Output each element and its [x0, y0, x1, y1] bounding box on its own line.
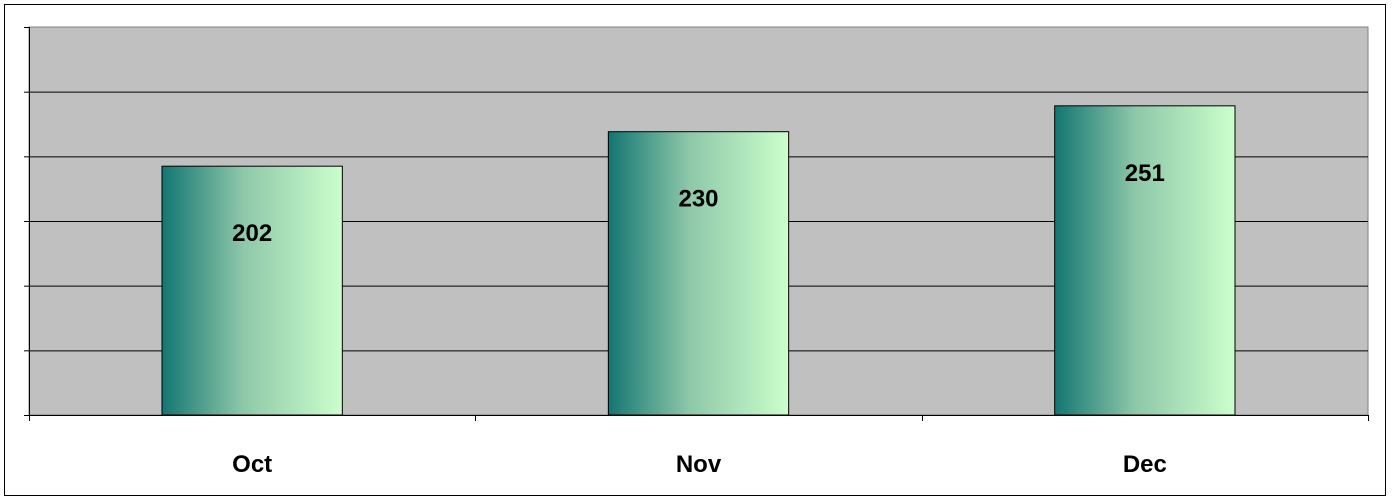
data-labels: 202 230 251: [232, 160, 1165, 247]
category-label-dec: Dec: [1123, 451, 1167, 478]
bar-nov: [607, 131, 790, 416]
category-label-oct: Oct: [232, 451, 272, 478]
y-axis-ticks: [24, 27, 29, 416]
data-label-oct: 202: [232, 220, 272, 247]
data-label-nov: 230: [678, 186, 718, 213]
bar-oct: [161, 165, 343, 416]
chart-frame: 202 230 251 Oct Nov Dec: [4, 4, 1386, 496]
bar-dec: [1054, 105, 1236, 416]
bar-chart: 202 230 251 Oct Nov Dec: [24, 26, 1369, 478]
bars: [161, 105, 1236, 416]
x-axis-ticks: [29, 415, 1369, 421]
data-label-dec: 251: [1125, 160, 1165, 187]
category-label-nov: Nov: [676, 451, 722, 478]
category-labels: Oct Nov Dec: [232, 451, 1167, 478]
